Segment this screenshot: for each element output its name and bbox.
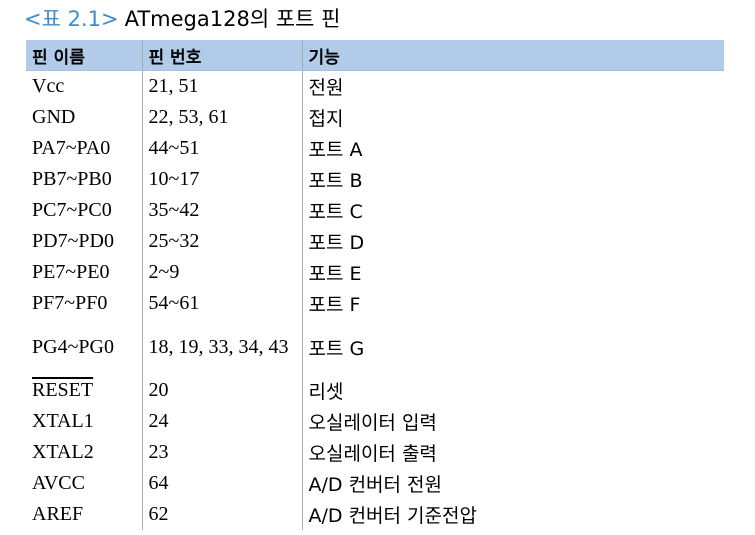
table-row: AREF 62 A/D 컨버터 기준전압 — [26, 499, 724, 530]
pin-function-cell: 포트 G — [308, 337, 365, 360]
table-number: <표 2.1> — [24, 7, 119, 31]
pin-number-cell: 2~9 — [142, 257, 303, 288]
pin-name-cell: XTAL2 — [26, 437, 143, 468]
header-pin-number: 핀 번호 — [142, 40, 303, 71]
reset-pin-name: RESET — [32, 379, 94, 401]
table-row: XTAL1 24 오실레이터 입력 — [26, 406, 724, 437]
pin-function-cell: 오실레이터 출력 — [308, 443, 437, 465]
table-header-row: 핀 이름 핀 번호 기능 — [26, 40, 724, 71]
pin-name-cell: PE7~PE0 — [26, 257, 143, 288]
pin-name-cell: PF7~PF0 — [26, 288, 143, 319]
pin-table: 핀 이름 핀 번호 기능 Vcc 21, 51 전원 GND 22, 53, 6… — [26, 40, 724, 530]
pin-number-cell: 25~32 — [142, 226, 303, 257]
table-row: PE7~PE0 2~9 포트 E — [26, 257, 724, 288]
header-pin-name: 핀 이름 — [26, 40, 143, 71]
pin-function-cell: 포트 B — [308, 170, 363, 192]
table-title: ATmega128의 포트 핀 — [124, 7, 341, 31]
pin-function-cell: 포트 D — [308, 232, 365, 254]
pin-function-cell: 포트 C — [308, 201, 363, 223]
table-row: GND 22, 53, 61 접지 — [26, 102, 724, 133]
table-row: PB7~PB0 10~17 포트 B — [26, 164, 724, 195]
pin-name-cell: PA7~PA0 — [26, 133, 143, 164]
pin-function-cell: 전원 — [308, 77, 344, 99]
pin-function-cell: A/D 컨버터 기준전압 — [308, 505, 477, 527]
pin-name-cell: PC7~PC0 — [26, 195, 143, 226]
pin-function-cell: 오실레이터 입력 — [308, 412, 437, 434]
table-row: Vcc 21, 51 전원 — [26, 70, 724, 102]
pin-name-cell: RESET — [26, 375, 143, 406]
pin-name-cell: PG4~PG0 — [26, 319, 143, 375]
pin-name-cell: PB7~PB0 — [26, 164, 143, 195]
pin-name-cell: Vcc — [26, 70, 143, 102]
table-row: RESET 20 리셋 — [26, 375, 724, 406]
pin-name-cell: XTAL1 — [26, 406, 143, 437]
pin-number-cell: 21, 51 — [142, 70, 303, 102]
table-row: PA7~PA0 44~51 포트 A — [26, 133, 724, 164]
pin-function-cell: 포트 F — [308, 294, 361, 316]
table-row: AVCC 64 A/D 컨버터 전원 — [26, 468, 724, 499]
table-caption: <표 2.1> ATmega128의 포트 핀 — [24, 2, 340, 36]
pin-number-cell: 20 — [142, 375, 303, 406]
pin-number-cell: 10~17 — [142, 164, 303, 195]
header-function: 기능 — [302, 40, 724, 71]
pin-name-cell: GND — [26, 102, 143, 133]
table-row: XTAL2 23 오실레이터 출력 — [26, 437, 724, 468]
pin-function-cell: A/D 컨버터 전원 — [308, 474, 443, 496]
pin-function-cell: 리셋 — [308, 381, 344, 403]
table-row: PD7~PD0 25~32 포트 D — [26, 226, 724, 257]
pin-function-cell: 포트 E — [308, 263, 362, 285]
pin-function-cell: 포트 A — [308, 139, 363, 161]
table-row: PF7~PF0 54~61 포트 F — [26, 288, 724, 319]
pin-name-cell: PD7~PD0 — [26, 226, 143, 257]
pin-name-cell: AVCC — [26, 468, 143, 499]
table-row: PG4~PG0 18, 19, 33, 34, 43 포트 G — [26, 319, 724, 375]
pin-number-cell: 54~61 — [142, 288, 303, 319]
pin-number-cell: 35~42 — [142, 195, 303, 226]
pin-name-cell: AREF — [26, 499, 143, 530]
pin-number-cell: 44~51 — [142, 133, 303, 164]
pin-number-cell: 22, 53, 61 — [142, 102, 303, 133]
pin-function-cell: 접지 — [308, 108, 344, 130]
pin-number-cell: 18, 19, 33, 34, 43 — [142, 319, 303, 375]
table-row: PC7~PC0 35~42 포트 C — [26, 195, 724, 226]
pin-number-cell: 64 — [142, 468, 303, 499]
pin-number-cell: 62 — [142, 499, 303, 530]
pin-number-cell: 23 — [142, 437, 303, 468]
pin-number-cell: 24 — [142, 406, 303, 437]
